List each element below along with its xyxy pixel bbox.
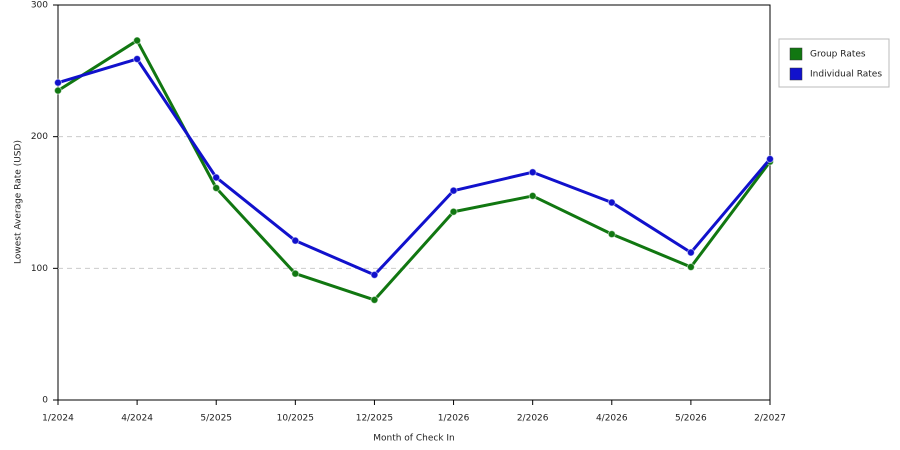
x-tick-label: 2/2027 <box>754 414 786 424</box>
x-tick-label: 4/2026 <box>596 414 628 424</box>
legend-label: Group Rates <box>810 50 866 60</box>
legend-swatch <box>789 67 803 81</box>
data-point <box>212 184 221 193</box>
data-point <box>449 207 458 216</box>
y-tick-label: 300 <box>31 1 48 11</box>
x-tick-label: 5/2025 <box>200 414 232 424</box>
series-line <box>57 57 772 277</box>
y-axis-label: Lowest Average Rate (USD) <box>14 140 24 264</box>
data-point <box>528 191 537 200</box>
data-point <box>766 155 774 164</box>
x-tick-label: 4/2024 <box>121 414 153 424</box>
data-point <box>686 248 695 257</box>
data-point <box>449 186 458 195</box>
x-tick-label: 12/2025 <box>356 414 393 424</box>
y-tick-label: 200 <box>31 132 48 142</box>
legend-swatch <box>789 47 803 61</box>
x-tick-label: 1/2024 <box>42 414 74 424</box>
data-point <box>607 198 616 207</box>
y-tick-label: 0 <box>42 396 48 406</box>
data-point <box>54 78 62 87</box>
y-tick-label: 100 <box>31 264 48 274</box>
data-point <box>133 36 142 45</box>
data-point <box>607 230 616 239</box>
x-tick-label: 1/2026 <box>438 414 470 424</box>
plot-area <box>57 4 771 401</box>
data-point <box>370 295 379 304</box>
data-point <box>291 269 300 278</box>
data-point <box>686 263 695 272</box>
x-tick-label: 10/2025 <box>277 414 314 424</box>
data-point <box>212 173 221 182</box>
data-point <box>54 86 62 95</box>
x-tick-label: 2/2026 <box>517 414 549 424</box>
data-point <box>133 54 142 63</box>
legend-label: Individual Rates <box>810 70 882 80</box>
data-point <box>528 168 537 177</box>
x-tick-label: 5/2026 <box>675 414 707 424</box>
data-point <box>291 236 300 245</box>
x-axis-label: Month of Check In <box>373 434 455 444</box>
data-point <box>370 270 379 279</box>
series-line <box>57 39 772 302</box>
